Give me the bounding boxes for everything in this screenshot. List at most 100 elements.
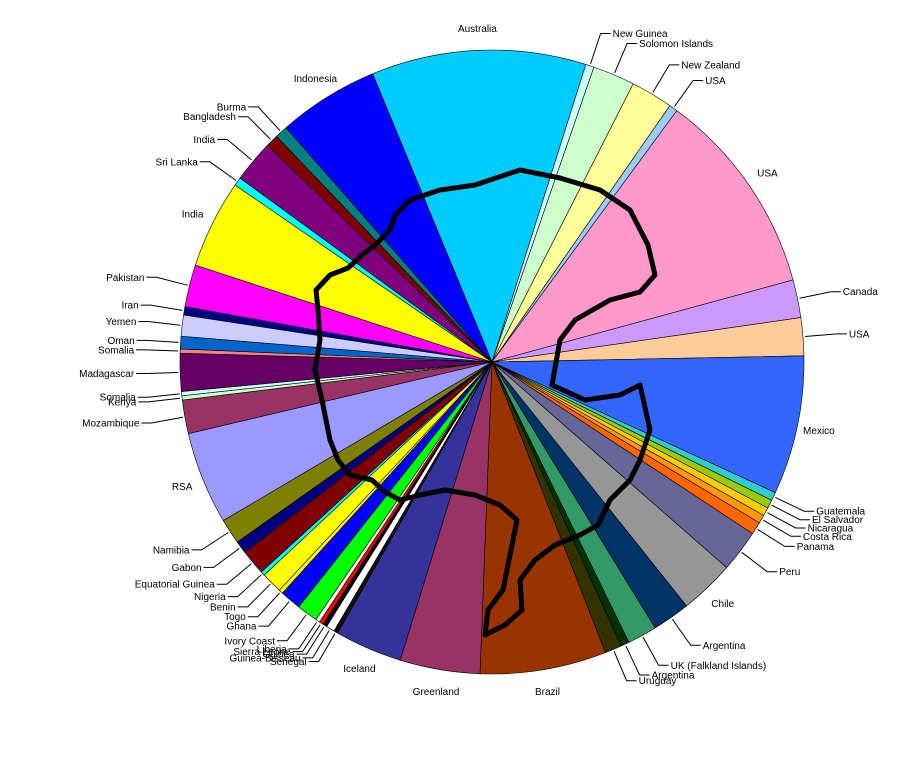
slice-label-canada: Canada [843,287,878,298]
slice-label-indonesia: Indonesia [294,74,338,85]
leader-line-new-zealand [652,64,680,93]
slice-label-solomon-islands: Solomon Islands [639,39,713,50]
leader-line-yemen [138,321,181,326]
slice-label-yemen: Yemen [106,317,137,328]
slice-label-nigeria: Nigeria [194,592,226,603]
slice-label-equatorial-guinea: Equatorial Guinea [135,580,215,591]
leader-line-benin [237,583,271,608]
pie-slice-brazil [479,361,606,675]
leader-line-nigeria [227,574,262,598]
slice-label-guatemala: Guatemala [816,507,865,518]
slice-label-sri-lanka: Sri Lanka [156,157,199,168]
leader-line-pakistan [146,276,188,286]
leader-line-guinea [296,626,325,655]
slice-label-namibia: Namibia [153,545,190,556]
pie-slice-australia [372,49,587,363]
leader-line-namibia [191,532,229,551]
leader-line-argentina [625,645,650,676]
leader-line-nicaragua [767,512,806,529]
slice-label-mozambique: Mozambique [82,419,140,430]
slice-label-iran: Iran [121,301,138,312]
slice-label-bangladesh: Bangladesh [183,112,236,123]
slice-label-argentina: Argentina [652,671,695,682]
slice-label-usa: USA [705,76,726,87]
slice-label-somalia: Somalia [100,393,137,404]
slice-label-el-salvador: El Salvador [812,515,864,526]
slice-label-ivory-coast: Ivory Coast [224,636,275,647]
slice-label-guinea-bisseau: Guinea-Bisseau [229,653,300,664]
leader-line-gabon [203,547,240,568]
leader-line-usa [804,333,847,337]
leader-line-sri-lanka [199,161,237,181]
slice-label-mexico: Mexico [803,426,835,437]
leader-line-el-salvador [771,504,810,521]
slice-label-oman: Oman [107,336,134,347]
slice-label-togo: Togo [224,612,246,623]
slice-label-new-zealand: New Zealand [681,60,740,71]
leader-line-liberia [288,622,317,650]
leader-line-peru [741,551,778,573]
slice-label-usa: USA [849,329,870,340]
slice-label-costa-rica: Costa Rica [803,532,852,543]
slice-label-greenland: Greenland [413,687,460,698]
slice-label-rsa: RSA [172,482,193,493]
leader-line-costa-rica [763,519,801,537]
slice-label-liberia: Liberia [257,644,287,655]
leader-line-bangladesh [238,116,271,140]
label-leaders [136,33,847,682]
slice-label-sierra-leone: Sierra Leone [233,647,291,658]
slice-label-peru: Peru [779,567,800,578]
slice-label-benin: Benin [210,602,236,613]
leader-line-argentina [671,618,701,646]
slice-label-burma: Burma [217,102,247,113]
slice-label-brazil: Brazil [535,687,560,698]
leader-line-iran [140,304,183,311]
continent-outline [312,167,658,638]
pie-slices [179,49,805,675]
leader-line-ivory-coast [277,614,307,642]
leader-line-usa [674,80,704,107]
slice-label-argentina: Argentina [703,641,746,652]
leader-line-equatorial-guinea [216,563,252,585]
pie-slice-indonesia [285,73,493,363]
leader-line-oman [136,339,179,343]
leader-line-madagascar [136,372,179,374]
leader-line-uk-falkland-islands [642,636,669,666]
slice-label-ghana: Ghana [226,622,256,633]
slice-label-india: India [182,209,204,220]
leader-line-somalia [136,349,179,352]
slice-label-gabon: Gabon [172,563,202,574]
leader-line-kenya [138,397,181,403]
slice-label-uk-falkland-islands: UK (Falkland Islands) [671,661,767,672]
leader-line-guinea-bisseau [302,630,330,659]
leader-line-solomon-islands [614,43,638,74]
leader-line-new-guinea [590,33,611,65]
slice-label-somalia: Somalia [98,345,135,356]
leader-line-togo [247,592,280,618]
slice-label-senegal: Senegal [270,657,307,668]
slice-label-madagascar: Madagascar [79,369,135,380]
leader-line-senegal [308,633,336,662]
slice-label-usa: USA [757,169,778,180]
leader-line-sierra-leone [292,624,321,653]
leader-line-india [217,138,252,161]
leader-line-mozambique [141,416,183,424]
slice-label-new-guinea: New Guinea [613,29,668,40]
leader-line-panama [757,528,795,547]
leader-line-ghana [258,601,290,627]
slice-label-iceland: Iceland [343,664,375,675]
leader-line-canada [799,291,841,299]
leader-line-somalia [137,393,180,398]
slice-label-pakistan: Pakistan [106,273,144,284]
leader-line-uruguay [613,651,637,682]
leader-line-guatemala [775,496,815,512]
slice-label-india: India [193,135,215,146]
slice-label-nicaragua: Nicaragua [808,524,854,535]
slice-label-kenya: Kenya [108,397,137,408]
slice-label-guinea: Guinea [262,650,295,661]
slice-label-uruguay: Uruguay [639,676,677,687]
slice-label-panama: Panama [797,542,835,553]
slice-label-chile: Chile [711,599,734,610]
